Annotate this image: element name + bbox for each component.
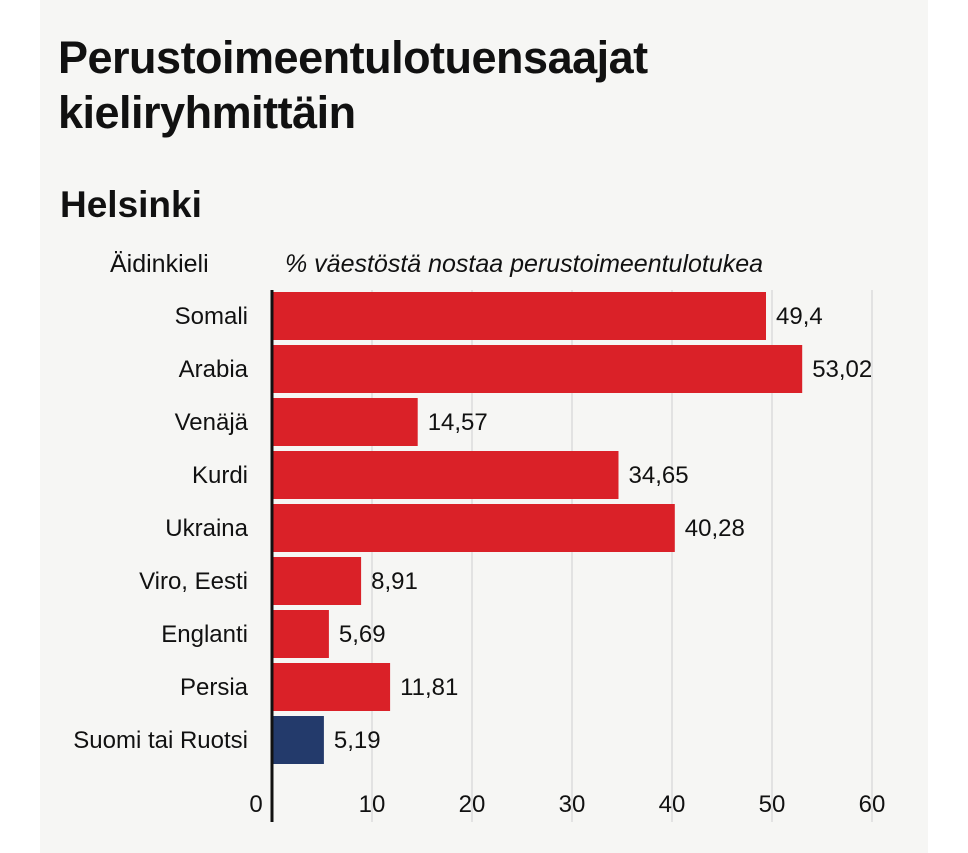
x-tick-label: 40 [659,791,686,818]
category-label: Arabia [179,356,249,383]
value-label: 49,4 [776,303,823,330]
value-label: 5,19 [334,727,381,754]
bar [272,610,329,658]
bar [272,398,418,446]
value-label: 11,81 [400,674,458,701]
y-axis-label: Äidinkieli [110,250,209,278]
category-label: Suomi tai Ruotsi [73,727,248,754]
bar [272,451,619,499]
category-label: Somali [175,303,248,330]
value-label: 8,91 [371,568,418,595]
x-tick-label: 50 [759,791,786,818]
x-tick-label: 20 [459,791,486,818]
category-label: Kurdi [192,462,248,489]
bar [272,292,766,340]
value-label: 34,65 [629,462,689,489]
x-axis-label: % väestöstä nostaa perustoimeentulotukea [285,250,764,278]
category-label: Persia [180,674,249,701]
value-label: 14,57 [428,409,488,436]
x-tick-label: 0 [249,791,262,818]
bar [272,663,391,711]
value-label: 5,69 [339,621,386,648]
category-label: Venäjä [175,409,249,436]
bar [272,345,803,393]
value-labels: 49,4 53,02 14,57 34,65 40,28 8,91 5,69 11,81 5,1… [334,303,872,754]
bar [272,504,675,552]
category-labels: Somali Arabia Venäjä Kurdi Ukraina Viro, Eest… [73,303,248,754]
chart-card [40,0,928,853]
x-tick-label: 60 [859,791,886,818]
value-label: 40,28 [685,515,745,542]
bars [272,292,803,764]
value-label: 53,02 [812,356,872,383]
category-label: Viro, Eesti [139,568,248,595]
category-label: Ukraina [165,515,248,542]
x-tick-label: 30 [559,791,586,818]
x-tick-label: 10 [359,791,386,818]
bar [272,557,362,605]
chart-title: Perustoimeentulotuensaajat kieliryhmittä… [58,32,648,138]
bar [272,716,324,764]
chart-subtitle: Helsinki [60,184,202,225]
x-tick-labels: 0 10 20 30 40 50 60 [249,791,885,818]
category-label: Englanti [161,621,248,648]
